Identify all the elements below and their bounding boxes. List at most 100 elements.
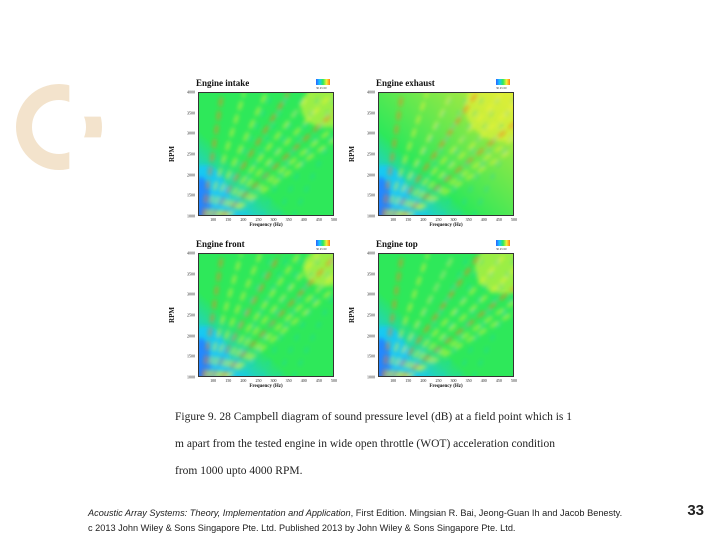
y-tick-label: 2500 — [367, 312, 375, 318]
order-ridge — [407, 147, 513, 215]
low-level-streak — [408, 254, 470, 376]
low-level-streak — [456, 98, 513, 215]
colorbar — [316, 240, 330, 246]
colorbar-labels: 30 45 60 — [496, 86, 507, 90]
y-tick-label: 1500 — [367, 192, 375, 198]
footer-copyright: c 2013 John Wiley & Sons Singapore Pte. … — [88, 523, 516, 533]
x-tick-label: 200 — [240, 217, 247, 222]
order-ridge — [391, 254, 481, 376]
order-ridge — [201, 93, 224, 215]
x-tick-label: 200 — [240, 378, 247, 383]
low-level-streak — [424, 254, 486, 376]
y-tick-label: 1000 — [187, 213, 195, 219]
heatmap-plot-area — [198, 92, 334, 216]
x-tick-label: 300 — [270, 378, 277, 383]
low-level-streak — [244, 93, 306, 215]
x-tick-label: 250 — [435, 378, 442, 383]
y-tick-label: 3000 — [367, 291, 375, 297]
y-tick-label: 4000 — [187, 250, 195, 256]
decorative-ring-shape — [16, 84, 102, 170]
y-tick-label: 3500 — [367, 271, 375, 277]
y-tick-label: 1500 — [187, 353, 195, 359]
x-tick-label: 150 — [225, 378, 232, 383]
x-tick-label: 350 — [465, 217, 472, 222]
order-ridge — [224, 274, 333, 376]
x-tick-label: 150 — [405, 217, 412, 222]
order-ridge — [217, 254, 320, 376]
y-axis-label: RPM — [167, 146, 176, 162]
order-ridge — [221, 256, 333, 376]
caption-line-1: Figure 9. 28 Campbell diagram of sound p… — [175, 411, 572, 423]
low-level-streak — [392, 254, 454, 376]
caption-line-3: from 1000 upto 4000 RPM. — [175, 465, 303, 477]
order-ridge — [385, 254, 430, 376]
y-tick-label: 2500 — [187, 151, 195, 157]
low-level-streak — [244, 254, 306, 376]
page-number: 33 — [687, 502, 704, 519]
colorbar-labels: 30 45 60 — [316, 86, 327, 90]
y-tick-label: 1000 — [187, 374, 195, 380]
order-ridge — [404, 301, 513, 376]
chart-title: Engine top — [376, 239, 418, 249]
y-tick-label: 2000 — [187, 172, 195, 178]
x-tick-label: 100 — [210, 378, 217, 383]
y-axis-label: RPM — [167, 307, 176, 323]
x-tick-label: 250 — [255, 217, 262, 222]
low-level-streak — [276, 98, 333, 215]
footer-edition-authors: , First Edition. Mingsian R. Bai, Jeong-… — [350, 508, 623, 518]
y-tick-label: 3500 — [187, 110, 195, 116]
x-tick-label: 350 — [465, 378, 472, 383]
low-level-streak — [260, 93, 322, 215]
order-ridge — [407, 311, 513, 376]
x-tick-label: 450 — [495, 217, 502, 222]
order-ridge — [224, 126, 333, 215]
low-level-streak — [440, 254, 502, 376]
caption-line-2: m apart from the tested engine in wide o… — [175, 438, 555, 450]
y-tick-label: 1000 — [367, 213, 375, 219]
x-tick-label: 300 — [450, 378, 457, 383]
order-ridges — [381, 254, 513, 376]
x-tick-label: 400 — [300, 378, 307, 383]
order-ridges — [201, 254, 333, 376]
x-tick-label: 500 — [511, 378, 517, 383]
high-level-region — [465, 93, 513, 142]
low-level-streak — [228, 93, 290, 215]
heatmap-plot-area — [378, 92, 514, 216]
colorbar — [496, 240, 510, 246]
order-ridge — [208, 254, 262, 376]
footer-book-title: Acoustic Array Systems: Theory, Implemen… — [88, 508, 351, 518]
order-ridge — [214, 254, 301, 376]
x-tick-label: 500 — [331, 378, 337, 383]
heatmap-plot-area — [198, 253, 334, 377]
order-ridge — [218, 93, 333, 215]
order-ridge — [385, 93, 429, 215]
y-tick-label: 2500 — [187, 312, 195, 318]
order-ridge — [205, 93, 246, 215]
y-tick-label: 4000 — [367, 250, 375, 256]
low-level-streak — [456, 259, 513, 376]
low-level-streak — [276, 259, 333, 376]
low-level-streak — [228, 254, 290, 376]
order-ridge — [227, 288, 333, 376]
order-ridge — [227, 138, 333, 215]
high-level-region — [475, 254, 513, 294]
x-tick-label: 100 — [390, 217, 397, 222]
order-ridge — [381, 254, 404, 376]
y-tick-label: 2000 — [367, 333, 375, 339]
x-tick-label: 500 — [331, 217, 337, 222]
heatmap-plot-area — [378, 253, 514, 377]
order-ridge — [381, 93, 404, 215]
y-tick-label: 2000 — [367, 172, 375, 178]
y-tick-label: 2500 — [367, 151, 375, 157]
order-ridge — [201, 254, 224, 376]
y-tick-label: 4000 — [367, 89, 375, 95]
x-tick-label: 250 — [435, 217, 442, 222]
y-axis-label: RPM — [347, 146, 356, 162]
order-ridge — [208, 93, 268, 215]
heatmap-svg — [199, 254, 333, 376]
x-tick-label: 400 — [480, 378, 487, 383]
x-tick-label: 200 — [420, 217, 427, 222]
chart-title: Engine exhaust — [376, 78, 435, 88]
x-tick-label: 350 — [285, 378, 292, 383]
x-tick-label: 450 — [495, 378, 502, 383]
